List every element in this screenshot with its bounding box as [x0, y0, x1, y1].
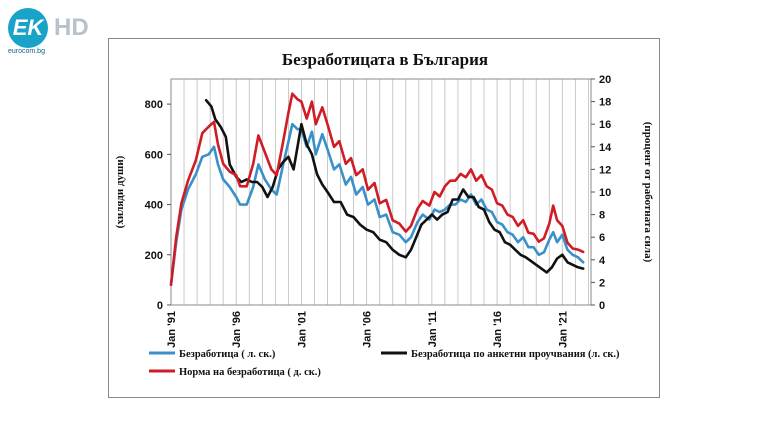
right-tick-label: 12 [599, 164, 611, 176]
series-line-2 [204, 99, 585, 274]
x-tick-label: Jan '96 [231, 311, 243, 348]
x-tick-label: Jan '91 [166, 311, 178, 348]
series-layer [169, 92, 585, 287]
x-tick-label: Jan '06 [362, 311, 374, 348]
legend-label-2: Безработица по анкетни проучвания (л. ск… [411, 349, 620, 360]
chart-frame: Безработицата в България 0 200 400 600 800 0 2… [108, 38, 660, 398]
right-tick-label: 16 [599, 119, 611, 131]
x-tick-label: Jan '01 [296, 311, 308, 348]
right-tick-label: 14 [599, 142, 612, 154]
right-tick-label: 8 [599, 210, 605, 222]
legend-label-1: Безработица ( л. ск.) [179, 349, 276, 360]
x-tick-label: Jan '11 [427, 311, 439, 347]
legend-label-3: Норма на безработица ( д. ск.) [179, 367, 321, 378]
right-tick-label: 0 [599, 300, 605, 312]
y-axis-label-left: (хиляди души) [114, 155, 126, 228]
right-tick-label: 6 [599, 232, 605, 244]
axes: 0 200 400 600 800 0 2 4 6 8 10 12 14 16 18 20 Jan '91 Jan… [145, 74, 612, 348]
right-tick-label: 10 [599, 187, 611, 199]
right-tick-label: 4 [599, 255, 606, 267]
left-tick-label: 0 [157, 300, 163, 312]
y-axis-label-right: (процент от работната сила) [642, 122, 654, 263]
unemployment-chart: Безработицата в България 0 200 400 600 800 0 2… [114, 50, 654, 378]
left-tick-label: 800 [145, 99, 163, 111]
left-tick-label: 200 [145, 250, 163, 262]
right-tick-label: 2 [599, 277, 605, 289]
hd-badge: HD [54, 14, 89, 41]
x-tick-label: Jan '21 [557, 311, 569, 348]
left-tick-label: 400 [145, 200, 163, 212]
eurocom-logo: EK HD eurocom.bg [6, 6, 112, 56]
eurocom-logo-mark: EK [8, 8, 48, 48]
left-tick-label: 600 [145, 149, 163, 161]
chart-title: Безработицата в България [282, 50, 488, 69]
right-tick-label: 18 [599, 97, 611, 109]
legend: Безработица ( л. ск.) Безработица по анке… [149, 349, 620, 378]
x-tick-label: Jan '16 [492, 311, 504, 348]
series-line-1 [169, 122, 585, 287]
series-line-3 [169, 92, 585, 286]
right-tick-label: 20 [599, 74, 611, 86]
logo-url: eurocom.bg [8, 48, 45, 55]
